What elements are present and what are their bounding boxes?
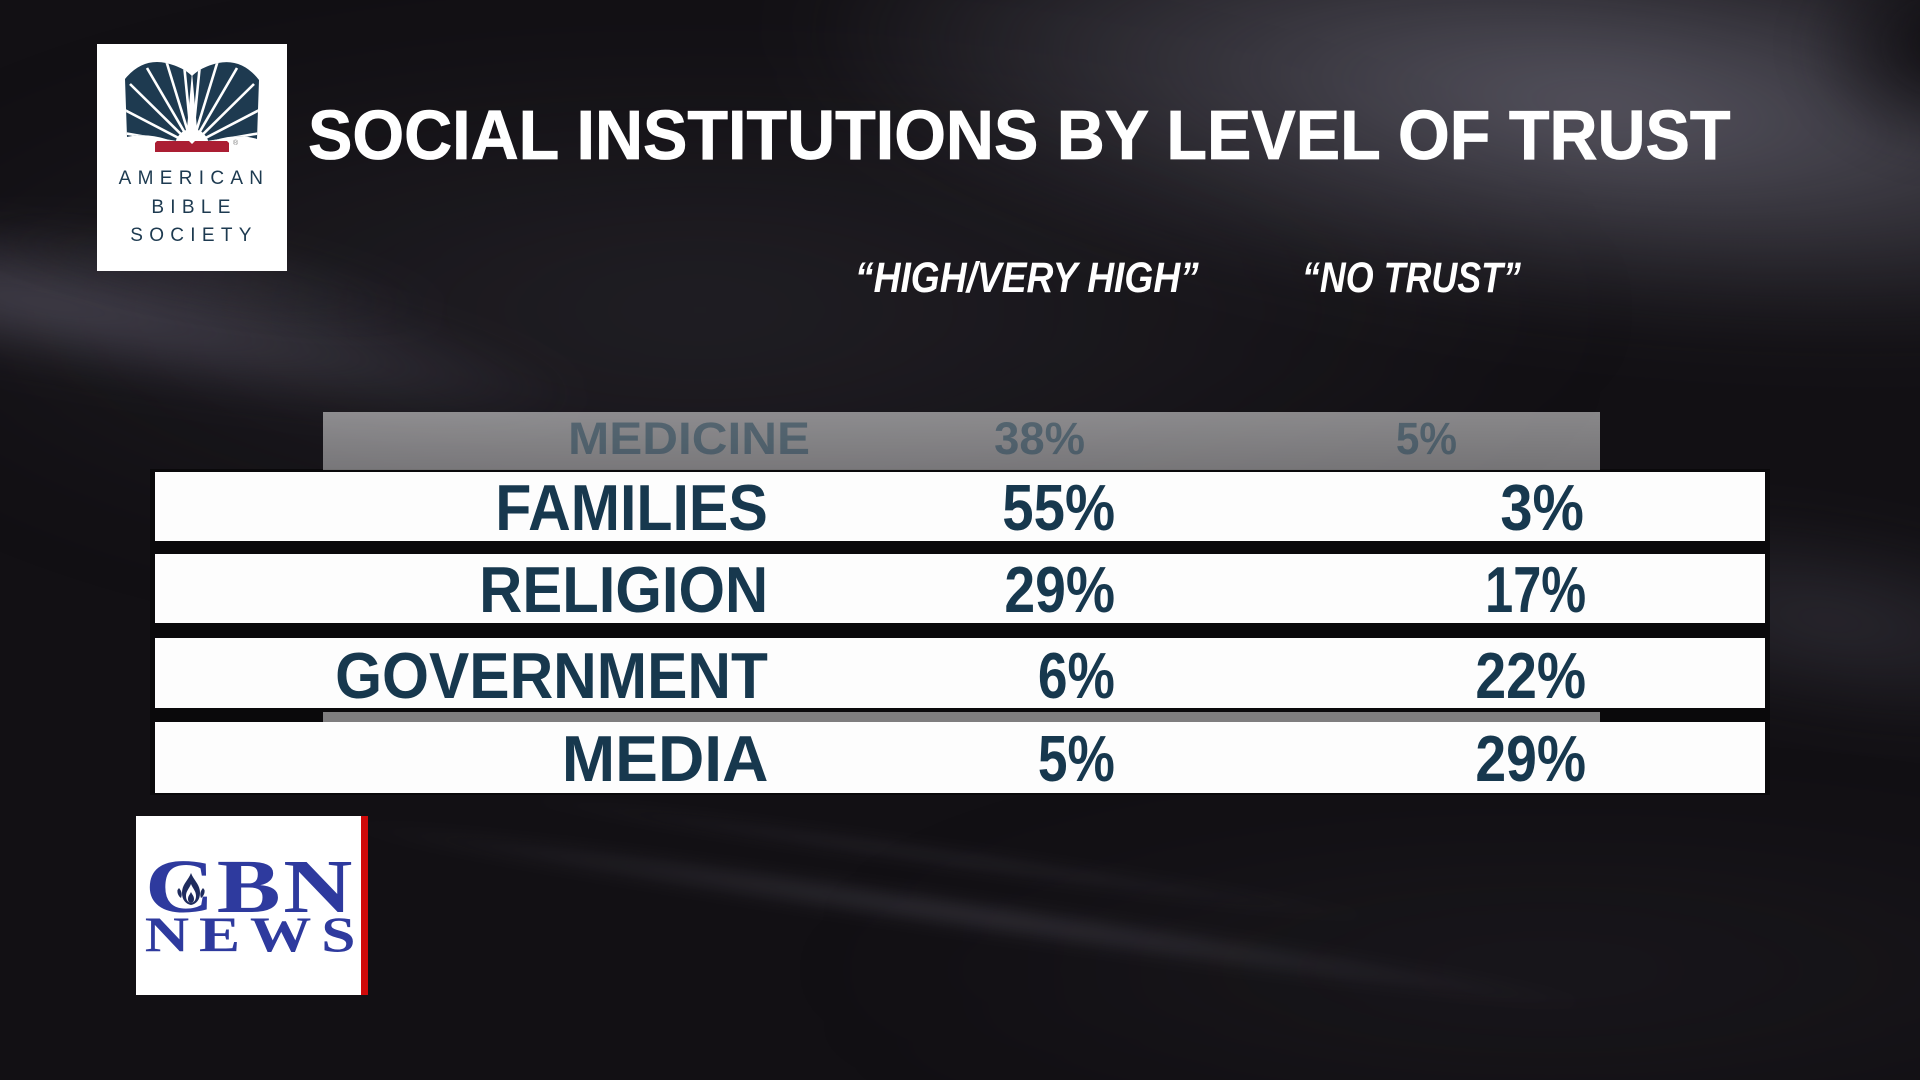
svg-text:®: ® (233, 139, 239, 147)
